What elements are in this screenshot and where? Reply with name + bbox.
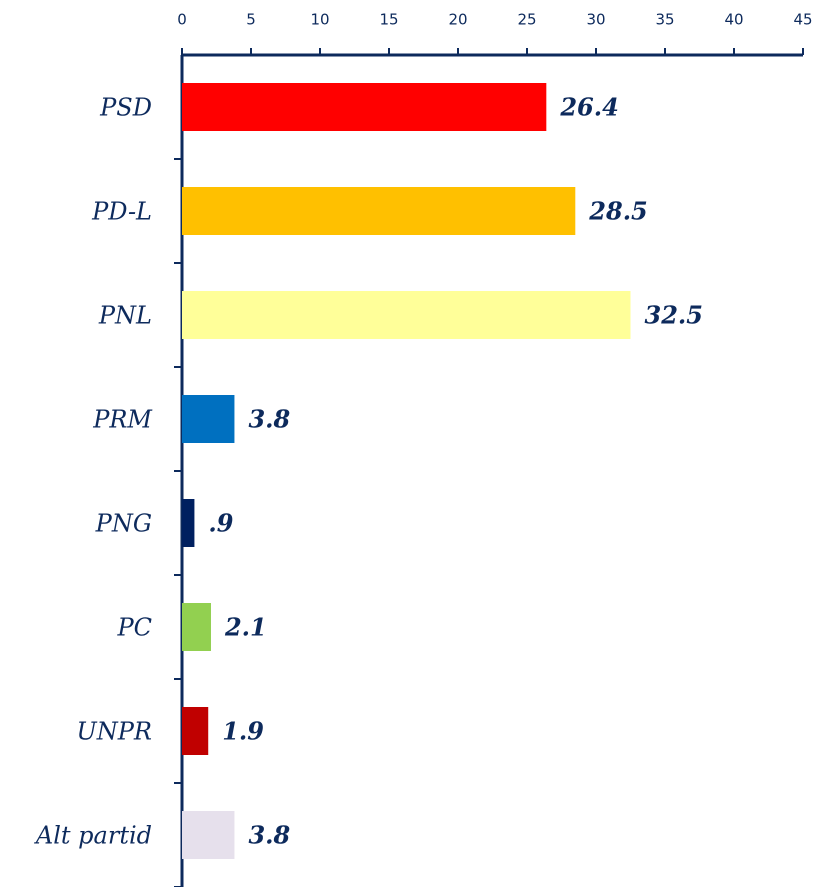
value-label: .9 [208,509,233,538]
bar [182,811,235,859]
y-tick-label: PNL [98,302,152,330]
x-tick-label: 5 [246,11,256,29]
y-tick-label: PD-L [91,198,152,226]
value-label: 3.8 [248,405,290,434]
value-label: 26.4 [559,93,618,122]
x-tick-label: 0 [177,11,187,29]
value-label: 1.9 [222,717,264,746]
bar [182,707,209,755]
y-tick-label: PC [116,614,152,642]
y-tick-label: Alt partid [34,822,152,850]
x-tick-label: 20 [448,11,467,29]
x-tick-label: 35 [655,11,674,29]
value-label: 32.5 [645,301,703,330]
x-tick-label: 15 [379,11,398,29]
x-tick-label: 10 [310,11,329,29]
value-label: 28.5 [588,197,647,226]
value-label: 2.1 [224,613,267,642]
bar [182,395,235,443]
x-tick-label: 30 [586,11,605,29]
value-label: 3.8 [248,821,290,850]
bar [182,83,547,131]
bar [182,499,195,547]
x-tick-label: 45 [793,11,812,29]
y-tick-label: PRM [92,406,153,434]
y-tick-label: PNG [95,510,152,538]
bar [182,291,631,339]
x-tick-label: 25 [517,11,536,29]
y-tick-label: PSD [99,94,152,122]
y-tick-label: UNPR [77,718,152,746]
x-tick-label: 40 [724,11,743,29]
bar [182,187,576,235]
bar [182,603,211,651]
